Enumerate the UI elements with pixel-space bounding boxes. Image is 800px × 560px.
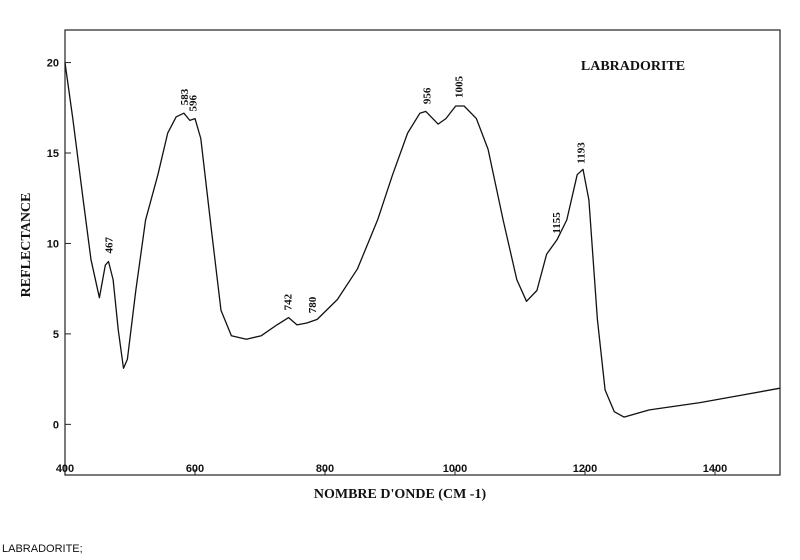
plot-frame [64,29,781,476]
x-tick-label: 1400 [703,463,727,475]
x-tick-label: 1200 [573,463,597,475]
peak-label: 1005 [453,76,465,99]
y-axis-label: REFLECTANCE [19,193,34,298]
peak-label: 467 [104,237,116,254]
caption: LABRADORITE; [2,543,83,555]
y-tick-label: 0 [53,419,59,431]
peak-label: 583 [179,88,191,105]
x-axis-label: NOMBRE D'ONDE (CM -1) [314,487,487,502]
peak-label: 742 [282,293,294,310]
peak-label: 1155 [551,212,563,234]
x-tick-label: 1000 [443,463,467,475]
peak-label: 596 [187,95,199,112]
spectrum-line [64,62,781,418]
chart-title: LABRADORITE [581,59,685,74]
x-tick-label: 400 [56,463,74,475]
y-tick-label: 15 [47,148,59,160]
peak-label: 1193 [576,142,588,164]
peak-label: 956 [421,87,433,104]
y-tick-label: 5 [53,329,59,341]
x-tick-label: 600 [186,463,204,475]
peak-label: 780 [307,296,319,313]
x-tick-label: 800 [316,463,334,475]
y-tick-label: 20 [47,58,59,70]
y-tick-label: 10 [47,238,59,250]
